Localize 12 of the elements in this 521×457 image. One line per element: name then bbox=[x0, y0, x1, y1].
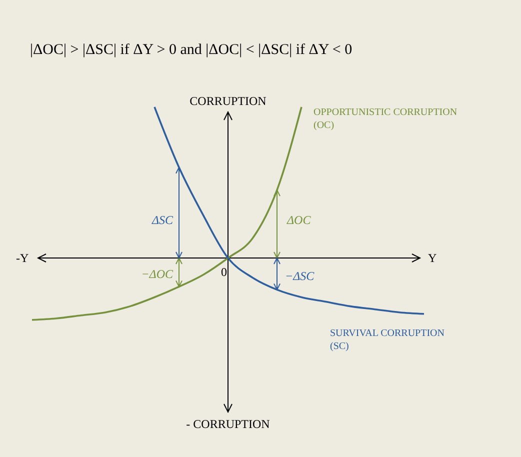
annotation: 0 bbox=[221, 265, 227, 279]
y-axis-title: CORRUPTION bbox=[190, 94, 267, 108]
x-axis-title: Y bbox=[428, 251, 437, 265]
annotation: −ΔOC bbox=[141, 267, 174, 281]
text: - CORRUPTION bbox=[186, 417, 270, 431]
annotation: −ΔSC bbox=[285, 269, 316, 283]
text: -Y bbox=[16, 251, 29, 265]
annotation: ΔSC bbox=[150, 213, 174, 227]
annotation: ΔOC bbox=[286, 213, 312, 227]
chart-title: |ΔOC| > |ΔSC| if ΔY > 0 and |ΔOC| < |ΔSC| if ΔY < 0 bbox=[30, 42, 352, 58]
text: SURVIVAL CORRUPTION (SC) bbox=[330, 328, 444, 352]
series-label: OPPORTUNISTIC CORRUPTION (OC) bbox=[314, 107, 458, 131]
